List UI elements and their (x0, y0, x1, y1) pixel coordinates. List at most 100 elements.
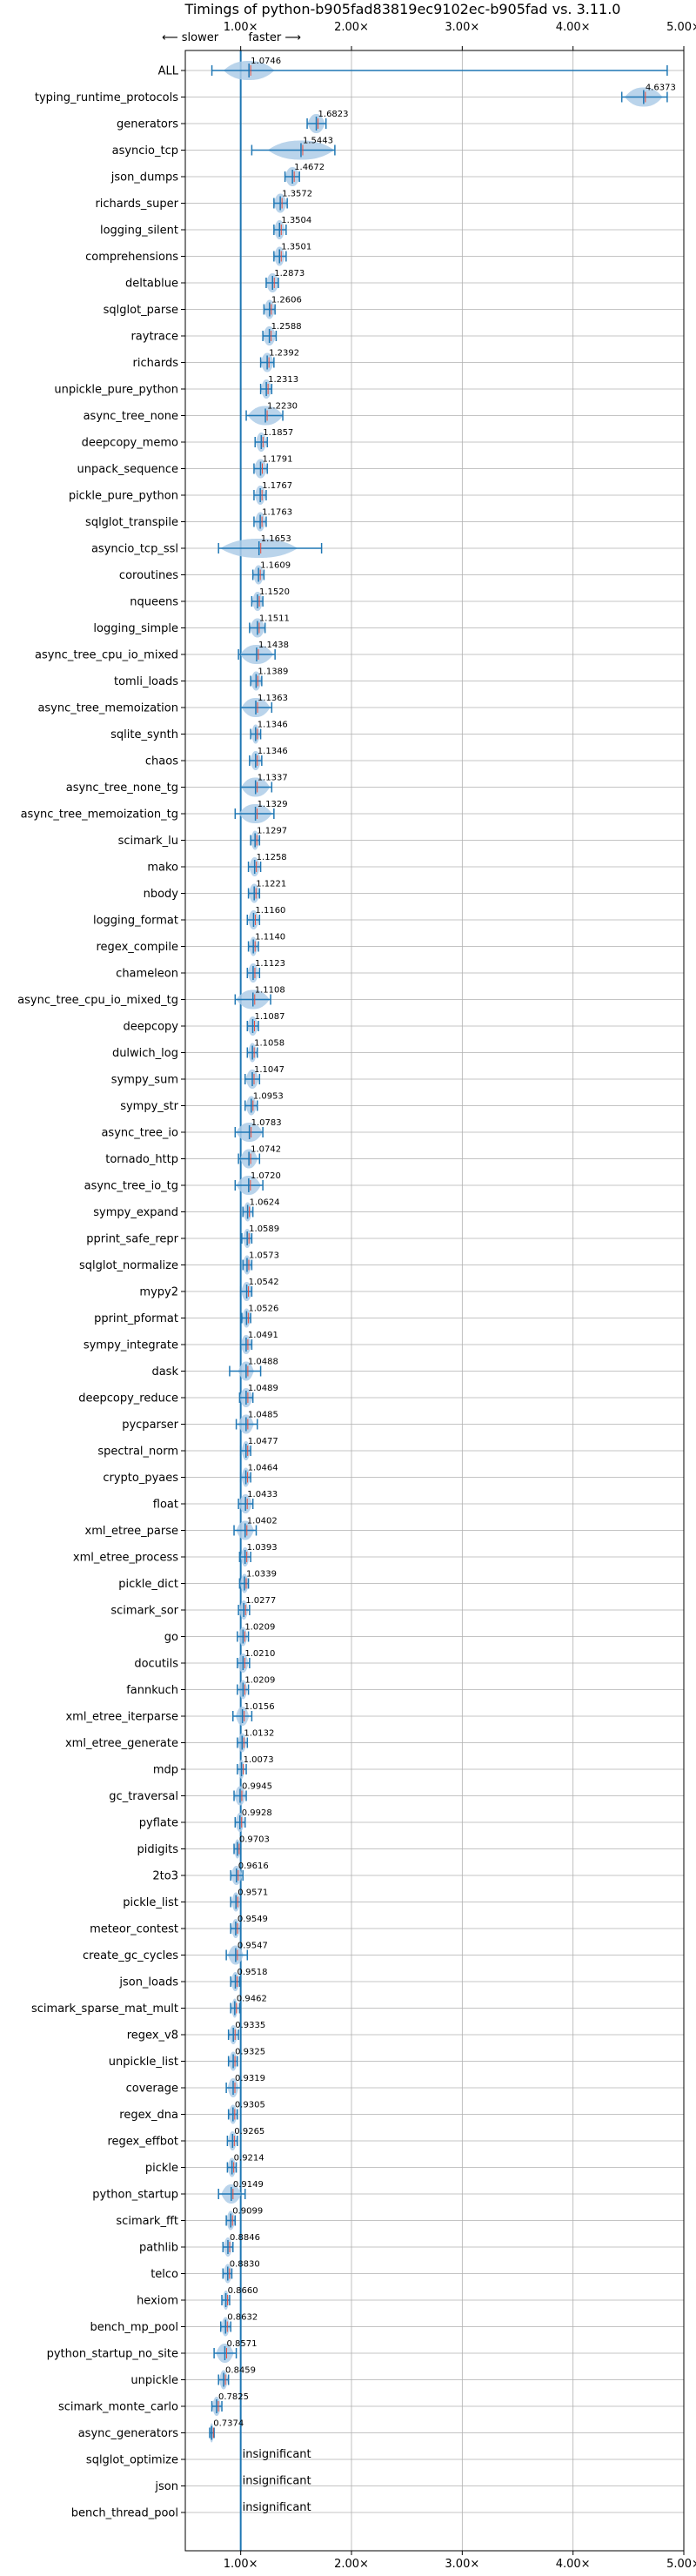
value-label: 1.1329 (258, 800, 288, 809)
benchmark-name: spectral_norm (97, 1446, 178, 1459)
benchmark-name: telco (151, 2268, 178, 2281)
insignificant-label: insignificant (243, 2501, 311, 2514)
value-label: 1.0402 (247, 1517, 278, 1526)
benchmark-name: xml_etree_process (73, 1552, 178, 1565)
benchmark-name: pickle_pure_python (69, 490, 178, 503)
benchmark-name: deepcopy_memo (82, 437, 178, 450)
value-label: 1.0624 (250, 1198, 280, 1208)
benchmark-name: scimark_lu (118, 835, 178, 848)
benchmark-name: pyflate (139, 1817, 178, 1830)
benchmark-name: scimark_fft (116, 2215, 178, 2228)
x-tick-label-top: 4.00× (556, 21, 591, 34)
benchmark-name: tornado_http (105, 1153, 178, 1166)
benchmark-name: xml_etree_iterparse (65, 1711, 178, 1724)
benchmark-name: mypy2 (139, 1286, 178, 1299)
benchmark-name: async_generators (78, 2427, 179, 2440)
plot-frame (184, 50, 685, 2552)
value-label: 0.8632 (227, 2313, 258, 2323)
benchmark-name: float (153, 1499, 178, 1512)
value-label: 1.1438 (258, 641, 289, 650)
value-label: 1.0720 (251, 1171, 281, 1181)
benchmark-name: pickle_list (123, 1896, 178, 1909)
value-label: 0.9945 (242, 1782, 272, 1792)
value-label: 1.0210 (244, 1649, 275, 1659)
benchmark-name: sympy_expand (93, 1206, 178, 1219)
benchmark-name: richards (133, 357, 179, 370)
benchmark-name: sympy_integrate (84, 1339, 178, 1352)
benchmark-name: mdp (153, 1764, 178, 1777)
value-label: 1.0156 (244, 1702, 275, 1712)
benchmark-name: scimark_sparse_mat_mult (31, 2002, 178, 2016)
value-label: 1.0393 (247, 1543, 278, 1553)
value-label: 1.0339 (246, 1570, 277, 1580)
value-label: 0.9547 (238, 1942, 268, 1951)
value-label: 1.0542 (249, 1278, 279, 1287)
benchmark-name: fannkuch (126, 1684, 178, 1697)
benchmark-name: unpickle_pure_python (54, 384, 178, 397)
benchmark-name: async_tree_none_tg (66, 782, 178, 795)
benchmark-name: crypto_pyaes (103, 1472, 178, 1485)
benchmark-name: async_tree_io (101, 1127, 178, 1140)
benchmark-name: pidigits (137, 1843, 179, 1856)
value-label: 0.9265 (234, 2127, 264, 2137)
benchmark-name: pprint_safe_repr (86, 1233, 178, 1246)
value-label: 0.9325 (235, 2048, 265, 2057)
benchmark-name: logging_simple (93, 622, 178, 635)
benchmark-name: async_tree_memoization (37, 702, 178, 715)
benchmark-name: json_loads (118, 1976, 178, 1989)
value-label: 1.0277 (245, 1596, 276, 1606)
value-label: 1.1221 (256, 880, 286, 889)
benchmark-name: generators (117, 118, 178, 131)
value-label: 0.9518 (238, 1968, 268, 1977)
value-label: 1.0464 (248, 1464, 278, 1473)
benchmark-name: meteor_contest (90, 1923, 178, 1936)
benchmark-name: sqlglot_optimize (86, 2454, 178, 2467)
benchmark-name: async_tree_io_tg (84, 1180, 178, 1193)
benchmark-name: scimark_sor (110, 1605, 178, 1618)
x-tick-label-bottom: 5.00× (666, 2558, 696, 2571)
benchmark-name: go (164, 1631, 178, 1644)
value-label: 0.9305 (235, 2101, 265, 2110)
value-label: 1.0485 (248, 1411, 278, 1420)
value-label: 1.1346 (258, 747, 288, 756)
value-label: 1.6823 (318, 110, 349, 119)
benchmark-name: regex_compile (96, 941, 178, 954)
x-tick-label-bottom: 2.00× (334, 2558, 369, 2571)
value-label: 0.9928 (242, 1808, 272, 1818)
value-label: 1.0073 (244, 1755, 274, 1765)
value-label: 1.1363 (258, 694, 288, 703)
benchmark-name: deepcopy_reduce (78, 1392, 178, 1405)
value-label: 1.0433 (247, 1490, 278, 1499)
value-label: 1.1337 (258, 774, 288, 783)
benchmark-marks (209, 50, 668, 2551)
benchmark-name: async_tree_memoization_tg (21, 808, 178, 822)
benchmark-name: python_startup_no_site (47, 2348, 178, 2361)
value-label: 1.1123 (255, 959, 285, 969)
benchmark-name: coroutines (119, 569, 178, 582)
benchmark-labels: ALL 1.0746 typing_runtime_protocols 4.6373 g… (17, 57, 676, 2520)
x-tick-label-top: 5.00× (666, 21, 696, 34)
value-label: 1.1108 (255, 986, 285, 996)
grid-lines (185, 50, 685, 2551)
benchmark-name: gc_traversal (109, 1790, 178, 1803)
benchmark-name: 2to3 (152, 1870, 178, 1883)
benchmark-name: asyncio_tcp_ssl (91, 543, 178, 556)
benchmark-name: pickle_dict (118, 1578, 178, 1591)
faster-direction-label: faster ⟶ (248, 31, 301, 44)
value-label: 1.1058 (254, 1039, 284, 1049)
value-label: 1.3572 (282, 190, 312, 199)
benchmark-name: json_dumps (110, 171, 178, 184)
value-label: 0.9099 (232, 2207, 263, 2217)
value-label: 0.7825 (218, 2392, 249, 2402)
value-label: 0.9616 (238, 1862, 269, 1871)
benchmark-name: unpack_sequence (77, 463, 178, 476)
value-label: 0.8660 (228, 2286, 258, 2296)
benchmark-name: xml_etree_generate (65, 1737, 178, 1750)
value-label: 1.0742 (251, 1145, 281, 1155)
benchmark-name: mako (147, 862, 178, 875)
benchmark-name: async_tree_cpu_io_mixed_tg (17, 994, 178, 1007)
value-label: 1.0573 (249, 1251, 279, 1261)
value-label: 1.1791 (262, 455, 292, 465)
